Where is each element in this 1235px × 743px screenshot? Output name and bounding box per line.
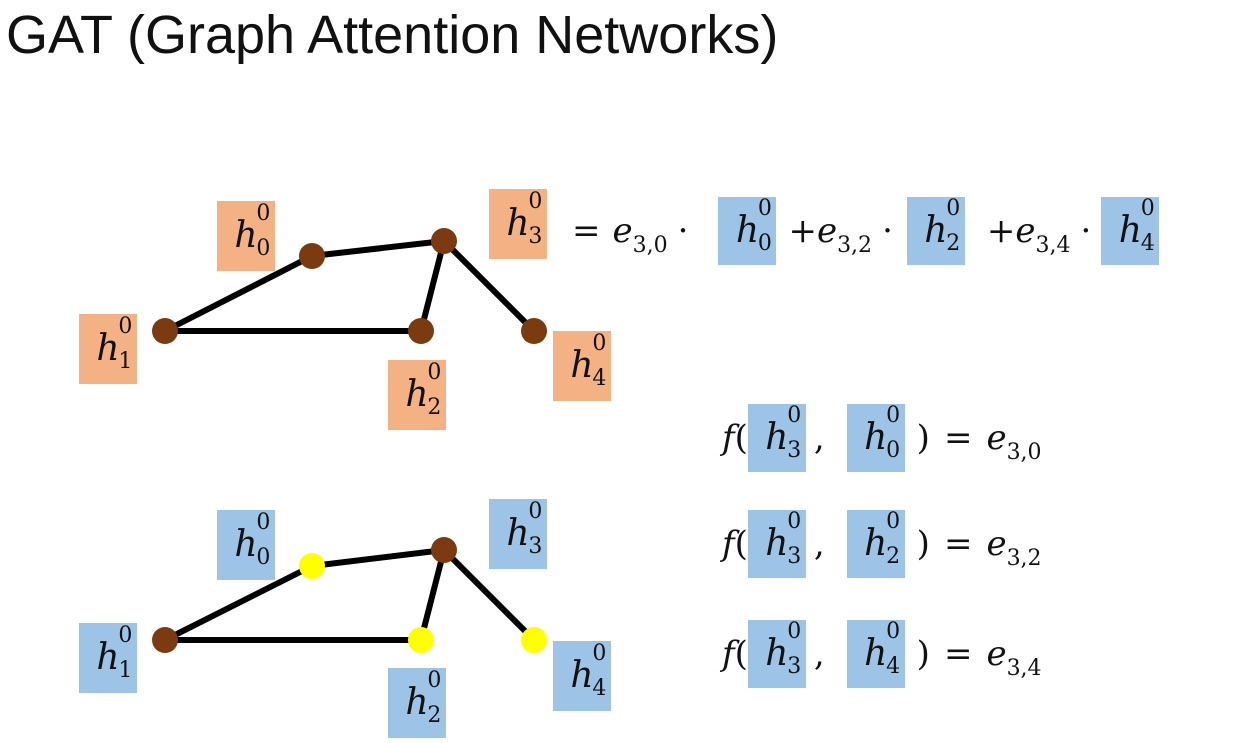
- page-title: GAT (Graph Attention Networks): [6, 5, 779, 65]
- open-paren: (: [734, 418, 748, 458]
- node-2: [408, 318, 434, 344]
- plus-sign: +: [788, 211, 817, 251]
- edge-3-4: [441, 238, 537, 334]
- top-graph: [152, 228, 547, 344]
- edge-3-4: [441, 547, 537, 643]
- node-4: [521, 318, 547, 344]
- equals-sign: =: [943, 634, 973, 674]
- dot: ·: [882, 211, 893, 251]
- edge-2-3: [418, 549, 447, 641]
- node-2-highlighted: [408, 627, 434, 653]
- result-e: e3,2: [986, 524, 1042, 571]
- node-1: [152, 627, 178, 653]
- result-e: e3,4: [986, 634, 1042, 681]
- comma: ,: [813, 418, 825, 458]
- open-paren: (: [734, 634, 748, 674]
- func-f: f: [722, 418, 735, 458]
- comma: ,: [813, 634, 825, 674]
- equals-sign: =: [943, 524, 973, 564]
- coef-e34: e3,4: [1015, 211, 1071, 258]
- close-paren: ): [916, 418, 930, 458]
- coef-e30: e3,0: [612, 211, 668, 258]
- node-4-highlighted: [521, 627, 547, 653]
- func-f: f: [722, 634, 735, 674]
- equals-sign: =: [572, 211, 601, 251]
- close-paren: ): [916, 524, 930, 564]
- coef-e32: e3,2: [816, 211, 873, 258]
- func-f: f: [722, 524, 735, 564]
- comma: ,: [813, 524, 825, 564]
- edge-0-3: [311, 238, 445, 259]
- node-3: [431, 228, 457, 254]
- edge-2-3: [418, 240, 447, 332]
- bottom-graph: [152, 537, 547, 653]
- dot: ·: [677, 211, 689, 251]
- open-paren: (: [734, 524, 748, 564]
- node-0: [299, 243, 325, 269]
- equals-sign: =: [943, 418, 973, 458]
- close-paren: ): [916, 634, 930, 674]
- dot: ·: [1080, 211, 1092, 251]
- node-0-highlighted: [299, 553, 325, 579]
- plus-sign: +: [986, 211, 1016, 251]
- edge-1-0: [163, 563, 314, 643]
- node-3: [431, 537, 457, 563]
- edge-0-3: [311, 547, 445, 569]
- result-e: e3,0: [986, 418, 1042, 465]
- node-1: [152, 318, 178, 344]
- edge-1-0: [163, 253, 314, 334]
